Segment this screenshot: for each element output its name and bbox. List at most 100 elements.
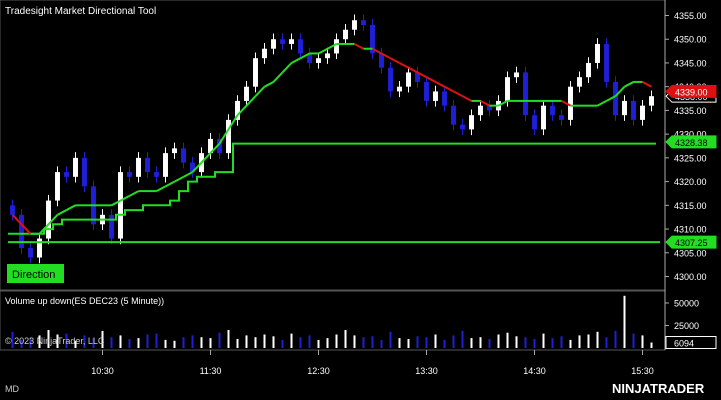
fast-trend-segment (435, 81, 445, 88)
volume-bar (74, 340, 77, 348)
time-tick-label: 12:30 (307, 366, 330, 376)
price-tick-label: 4355.00 (674, 11, 707, 21)
volume-bar (164, 339, 167, 348)
volume-bar (407, 339, 410, 348)
candle-body (577, 77, 582, 87)
time-tick-label: 10:30 (91, 366, 114, 376)
candle-body (478, 105, 483, 116)
volume-bar (650, 342, 653, 348)
candle-body (154, 172, 159, 177)
fast-trend-segment (245, 95, 257, 107)
fast-trend-segment (291, 57, 301, 64)
volume-bar (11, 331, 14, 348)
candle-body (514, 72, 519, 78)
candle-body (235, 100, 240, 120)
candle-body (298, 39, 303, 54)
volume-bar (533, 339, 536, 348)
volume-bar (353, 335, 356, 348)
volume-panel-title: Volume up down(ES DEC23 (5 Minute)) (5, 296, 164, 306)
volume-bar (83, 335, 86, 348)
candle-body (82, 157, 87, 187)
candle-body (451, 105, 456, 125)
fast-trend-segment (11, 214, 23, 225)
candle-body (253, 58, 258, 87)
candle-body (559, 115, 564, 120)
volume-bar (434, 334, 437, 348)
fast-trend-segment (156, 185, 166, 192)
fast-trend-segment (254, 85, 266, 97)
time-tick-label: 14:30 (523, 366, 546, 376)
fast-trend-segment (38, 223, 50, 235)
volume-bar (65, 333, 68, 348)
volume-bar (110, 337, 113, 348)
candle-body (325, 53, 330, 59)
fast-trend-segment (57, 209, 67, 216)
candle-body (127, 172, 132, 177)
volume-bar (38, 335, 41, 348)
volume-bar (254, 337, 257, 348)
volume-bar (524, 337, 527, 348)
price-tick-label: 4310.00 (674, 225, 707, 235)
fast-trend-segment (642, 81, 652, 88)
volume-bar (155, 333, 158, 348)
fast-trend-segment (183, 171, 193, 178)
timezone-label: MD (5, 384, 19, 394)
fast-trend-segment (227, 114, 239, 130)
candle-body (226, 119, 231, 154)
volume-bar (578, 335, 581, 348)
fast-trend-segment (381, 52, 391, 60)
fast-trend-segment (66, 204, 76, 211)
volume-bar (497, 334, 500, 348)
volume-bar (137, 338, 140, 348)
price-marker-box (665, 135, 717, 149)
volume-bar (290, 333, 293, 348)
fast-trend-segment (120, 194, 130, 202)
slow-trend-line (8, 142, 656, 235)
volume-bar (389, 331, 392, 348)
price-marker-label: 4328.38 (675, 138, 708, 148)
candle-body (379, 53, 384, 68)
candle-body (505, 77, 510, 101)
volume-tick-label: 25000 (674, 321, 699, 331)
candle-body (316, 58, 321, 63)
candle-body (262, 48, 267, 59)
fast-trend-segment (209, 142, 221, 154)
volume-bar (263, 334, 266, 348)
fast-trend-segment (218, 128, 230, 145)
candle-body (568, 86, 573, 120)
volume-bar (362, 337, 365, 348)
fast-trend-segment (191, 161, 203, 173)
price-marker-box (665, 235, 717, 249)
candle-body (370, 24, 375, 54)
price-tick-label: 4345.00 (674, 58, 707, 68)
volume-bar (641, 335, 644, 348)
indicator-lines (8, 42, 660, 244)
fast-trend-segment (614, 85, 626, 97)
candle-body (145, 157, 150, 173)
candle-body (586, 62, 591, 78)
candle-body (10, 205, 15, 215)
volume-bar (623, 295, 626, 348)
price-tick-label: 4305.00 (674, 248, 707, 258)
candle-body (469, 115, 474, 130)
candle-body (289, 39, 294, 44)
candle-body (343, 29, 348, 40)
volume-bar (335, 334, 338, 348)
price-panel-frame (0, 0, 666, 291)
volume-bar (182, 337, 185, 348)
candle-body (613, 81, 618, 116)
volume-bar (218, 332, 221, 348)
candle-body (163, 153, 168, 177)
brand-logo: NINJATRADER (612, 381, 705, 396)
fast-trend-segment (354, 43, 364, 50)
fast-trend-segment (165, 180, 175, 188)
volume-marker-box (665, 336, 717, 350)
volume-bar (605, 337, 608, 348)
volume-bar (479, 337, 482, 348)
fast-trend-segment (174, 175, 184, 183)
candle-body (136, 157, 141, 177)
volume-bar (380, 339, 383, 348)
candle-body (388, 67, 393, 92)
